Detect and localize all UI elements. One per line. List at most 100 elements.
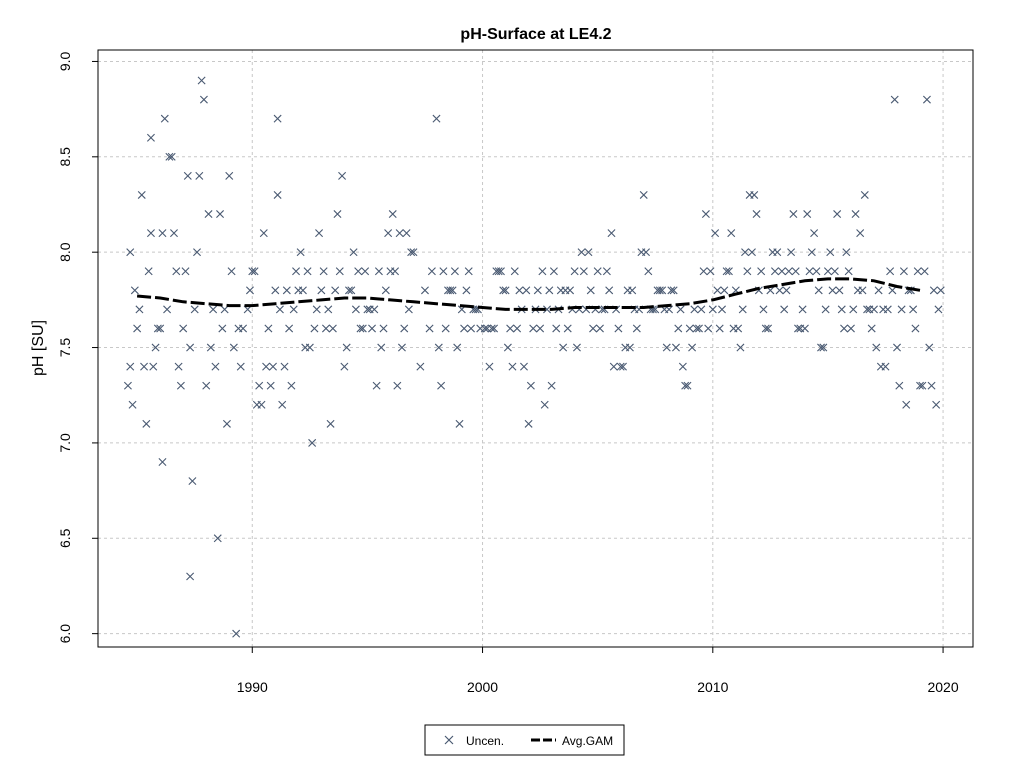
data-point	[400, 324, 409, 333]
grid	[98, 50, 973, 647]
data-point	[770, 267, 779, 276]
data-point	[787, 248, 796, 257]
data-point	[823, 267, 832, 276]
data-point	[331, 286, 340, 295]
data-point	[393, 381, 402, 390]
data-point	[934, 305, 943, 314]
data-point	[794, 324, 802, 333]
data-point	[830, 267, 839, 276]
data-point	[328, 324, 337, 333]
data-point	[485, 362, 494, 371]
data-point	[519, 362, 528, 371]
data-point	[913, 267, 922, 276]
data-point	[533, 286, 542, 295]
data-point	[579, 267, 588, 276]
data-point	[936, 286, 945, 295]
data-point	[863, 305, 872, 314]
data-point	[349, 248, 358, 257]
data-point	[690, 305, 699, 314]
data-point	[614, 324, 623, 333]
data-point	[186, 572, 195, 581]
data-point	[303, 267, 312, 276]
x-tick-label: 1990	[237, 679, 268, 695]
data-point	[506, 324, 515, 333]
data-point	[160, 114, 169, 123]
data-point	[310, 324, 319, 333]
data-point	[522, 286, 531, 295]
data-point	[683, 381, 692, 390]
data-point	[273, 114, 282, 123]
data-point	[547, 381, 556, 390]
data-point	[667, 286, 676, 295]
data-point	[391, 267, 400, 276]
data-point	[206, 343, 215, 352]
data-point	[432, 114, 441, 123]
data-point	[570, 267, 579, 276]
data-point	[899, 267, 908, 276]
data-point	[918, 381, 927, 390]
data-point	[259, 229, 268, 238]
data-point	[619, 362, 627, 371]
data-point	[354, 267, 363, 276]
data-point	[229, 343, 238, 352]
data-point	[734, 324, 743, 333]
chart-title: pH-Surface at LE4.2	[460, 26, 611, 43]
data-point	[351, 305, 360, 314]
data-point	[743, 267, 752, 276]
data-point	[455, 419, 464, 428]
data-point	[549, 267, 558, 276]
data-point	[202, 381, 211, 390]
data-point	[169, 229, 178, 238]
data-point	[149, 362, 158, 371]
data-point	[269, 362, 277, 371]
data-point	[515, 286, 524, 295]
legend-label-gam: Avg.GAM	[562, 734, 613, 748]
data-point	[699, 267, 708, 276]
data-point	[872, 343, 881, 352]
data-point	[628, 286, 637, 295]
data-point	[718, 305, 727, 314]
data-point	[186, 343, 195, 352]
data-point	[209, 305, 218, 314]
data-point	[225, 171, 234, 180]
data-point	[490, 324, 499, 333]
scatter-points	[123, 76, 945, 638]
data-point	[271, 286, 280, 295]
data-point	[858, 286, 867, 295]
data-point	[860, 190, 869, 199]
data-point	[821, 305, 830, 314]
data-point	[153, 324, 162, 333]
data-point	[911, 324, 920, 333]
data-point	[784, 267, 793, 276]
data-point	[441, 324, 450, 333]
data-point	[890, 95, 899, 104]
data-point	[536, 324, 545, 333]
data-point	[165, 152, 174, 161]
data-point	[676, 305, 685, 314]
data-point	[133, 324, 142, 333]
data-point	[446, 286, 455, 295]
data-point	[448, 286, 457, 295]
data-point	[358, 324, 367, 333]
data-point	[655, 286, 664, 295]
data-point	[842, 248, 851, 257]
data-point	[526, 381, 535, 390]
data-point	[142, 419, 151, 428]
data-point	[356, 324, 365, 333]
data-point	[126, 248, 135, 257]
data-point	[662, 343, 671, 352]
data-point	[777, 267, 786, 276]
data-point	[292, 267, 301, 276]
data-point	[499, 286, 508, 295]
data-point	[727, 229, 736, 238]
data-point	[188, 477, 197, 486]
data-point	[545, 286, 554, 295]
data-point	[681, 381, 690, 390]
data-point	[886, 267, 895, 276]
data-point	[609, 362, 618, 371]
data-point	[833, 210, 842, 219]
data-point	[909, 305, 918, 314]
data-point	[183, 171, 192, 180]
data-point	[273, 190, 282, 199]
data-point	[835, 286, 844, 295]
